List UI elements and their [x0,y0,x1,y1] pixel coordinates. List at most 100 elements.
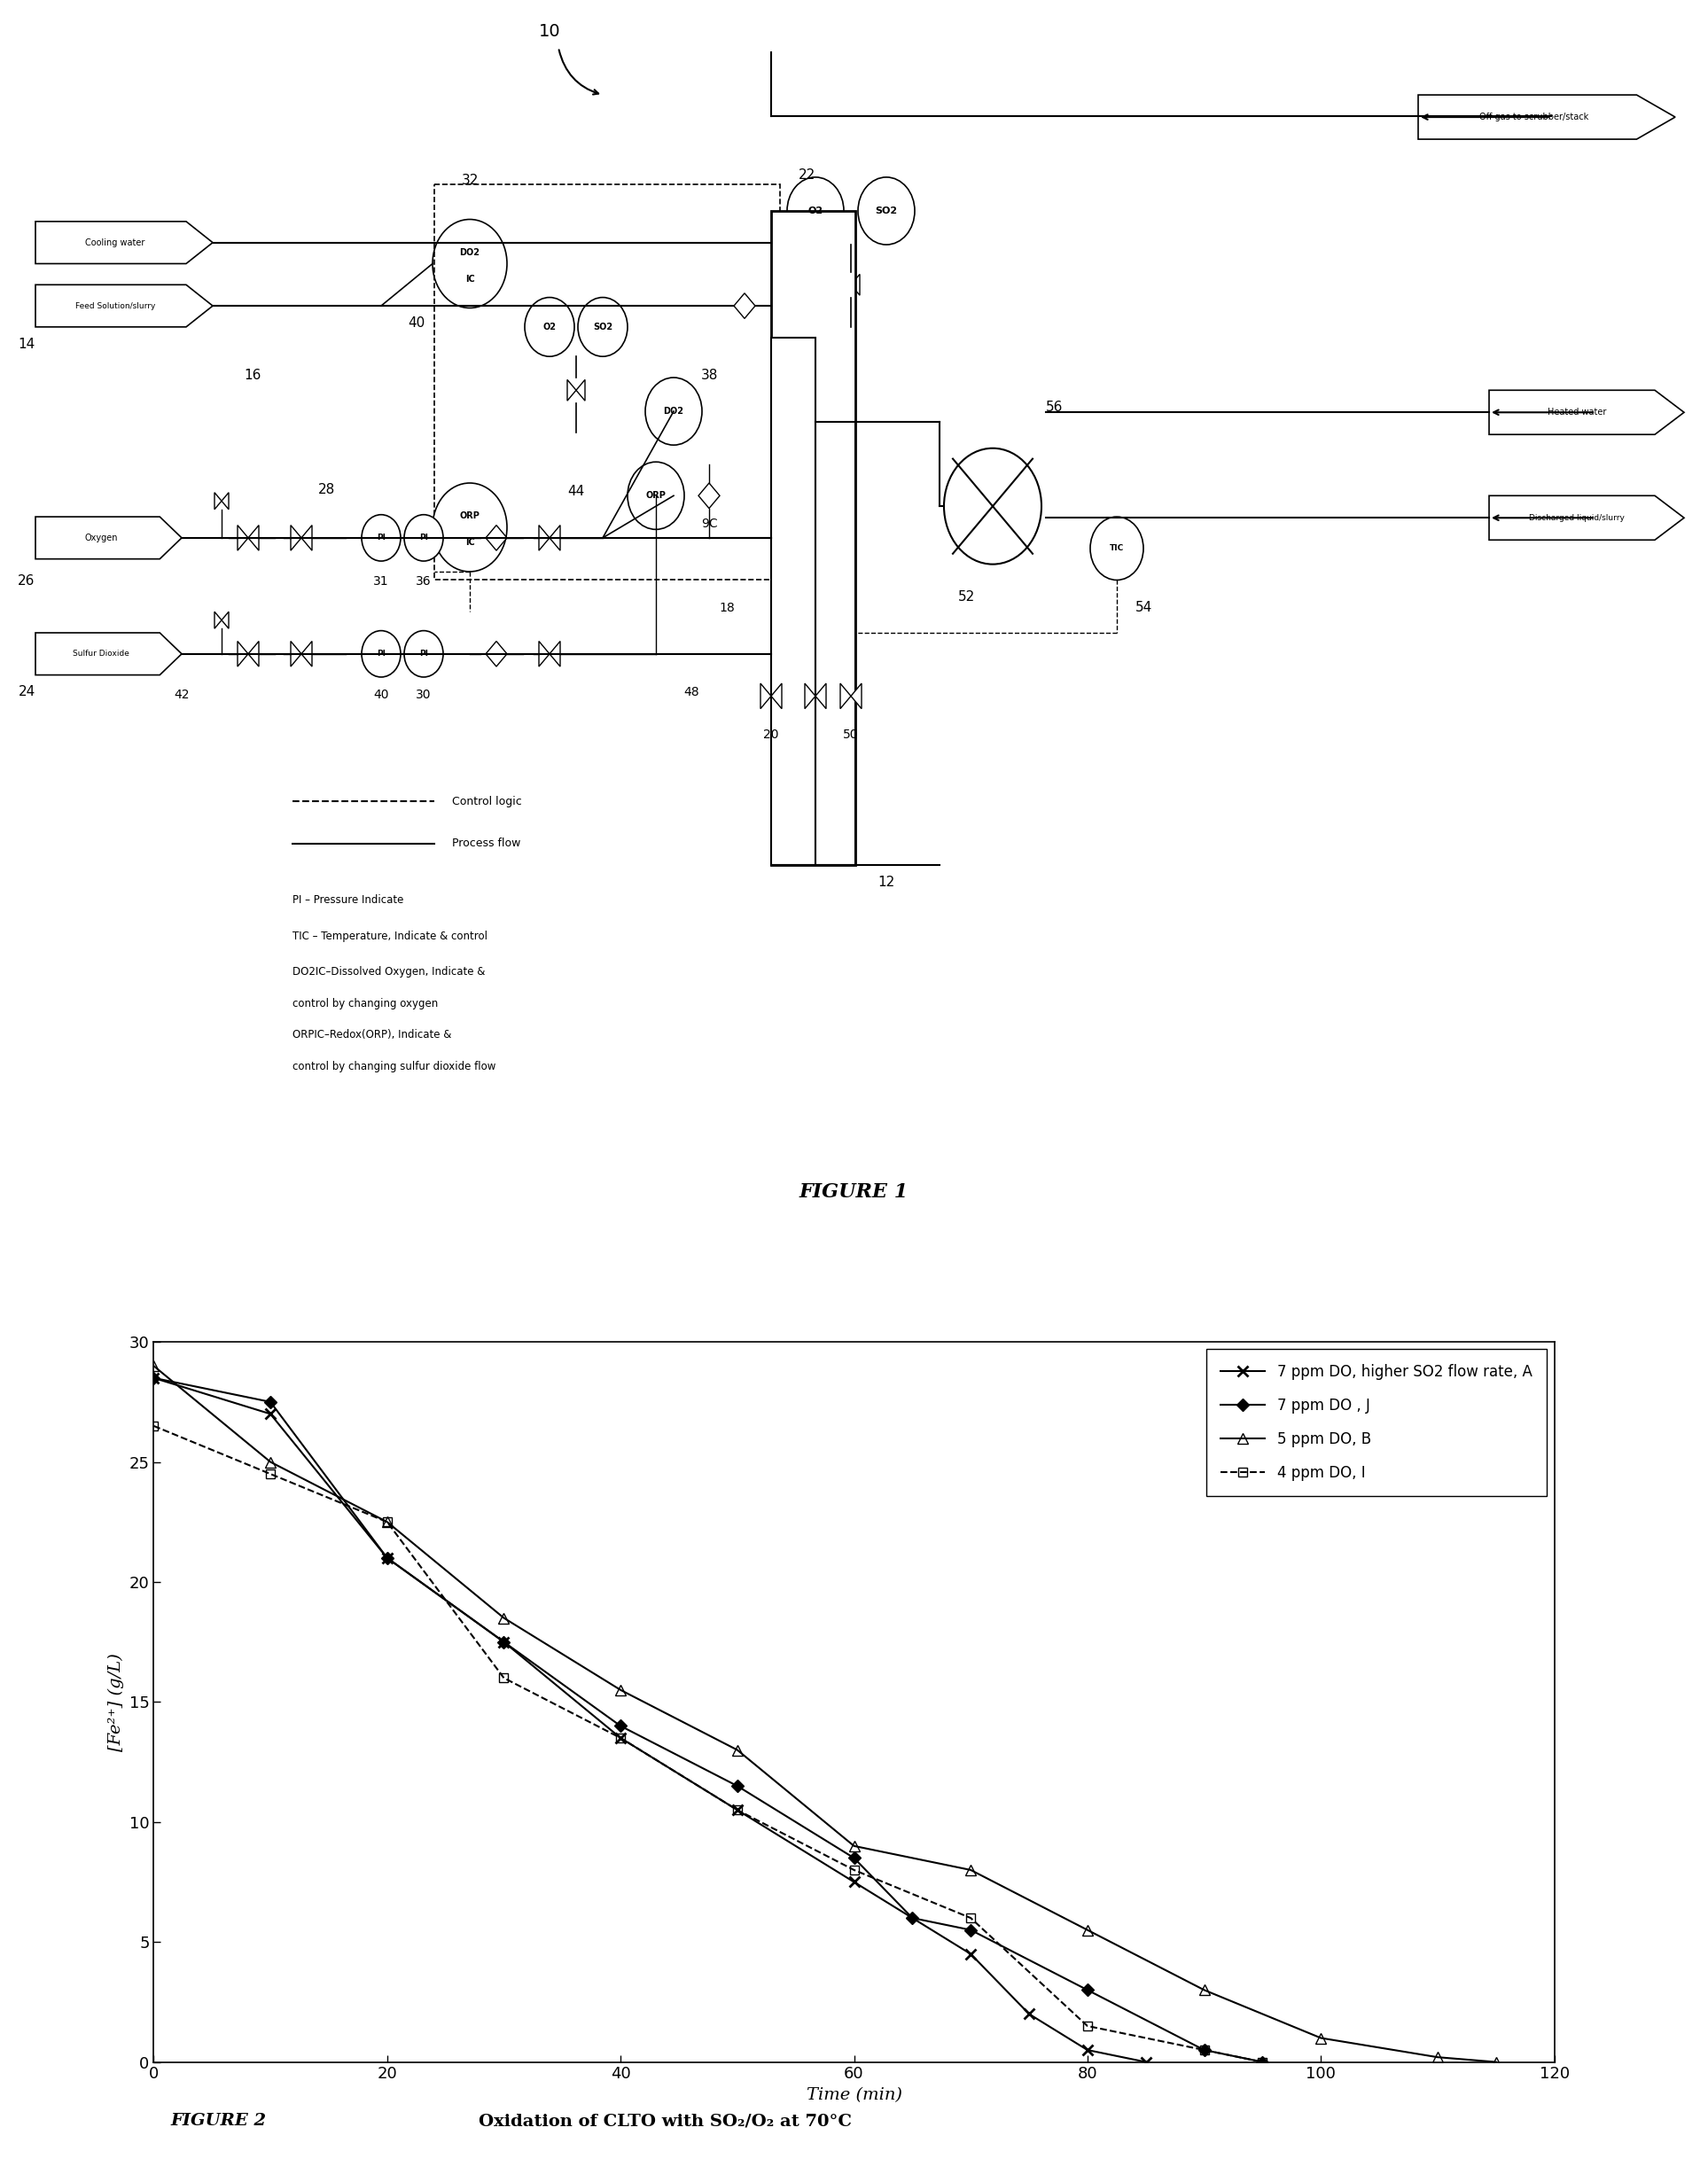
Polygon shape [215,611,222,628]
Text: Sulfur Dioxide: Sulfur Dioxide [73,650,130,657]
Circle shape [787,177,844,244]
Text: 32: 32 [461,175,478,188]
Polygon shape [215,493,222,508]
Circle shape [1090,517,1143,580]
5 ppm DO, B [1310,2025,1331,2051]
Polygon shape [770,683,782,709]
Text: Heated water: Heated water [1547,408,1606,417]
Text: 28: 28 [318,482,335,495]
Text: DO2: DO2 [459,249,480,257]
Text: PI – Pressure Indicate: PI – Pressure Indicate [292,895,403,906]
Text: Discharged liquid/slurry: Discharged liquid/slurry [1529,513,1624,521]
4 ppm DO, I [260,1462,280,1488]
Polygon shape [840,683,851,709]
Polygon shape [36,517,181,559]
Polygon shape [36,286,214,327]
Polygon shape [540,642,550,666]
Circle shape [362,515,401,561]
Circle shape [405,631,442,676]
Bar [770,338,815,864]
Polygon shape [1489,495,1684,539]
Circle shape [627,463,685,530]
7 ppm DO , J [143,1366,164,1392]
Y-axis label: [Fe²⁺] (g/L): [Fe²⁺] (g/L) [108,1652,125,1752]
5 ppm DO, B [494,1606,514,1632]
Circle shape [945,447,1042,565]
Text: Oxygen: Oxygen [85,532,118,543]
Text: 36: 36 [415,576,432,587]
Text: DO2IC–Dissolved Oxygen, Indicate &: DO2IC–Dissolved Oxygen, Indicate & [292,967,485,978]
5 ppm DO, B [960,1857,980,1883]
Text: TIC – Temperature, Indicate & control: TIC – Temperature, Indicate & control [292,930,487,943]
Text: control by changing sulfur dioxide flow: control by changing sulfur dioxide flow [292,1060,495,1074]
Text: SO2: SO2 [593,323,613,332]
Polygon shape [237,642,248,666]
Circle shape [405,515,442,561]
5 ppm DO, B [1078,1918,1098,1944]
Polygon shape [760,683,770,709]
7 ppm DO, higher SO2 flow rate, A [1078,2038,1098,2064]
Text: 22: 22 [798,168,815,181]
Text: 42: 42 [174,687,190,700]
Polygon shape [301,526,313,550]
Text: DO2: DO2 [663,406,683,417]
Polygon shape [301,642,313,666]
Text: Oxidation of CLTO with SO₂/O₂ at 70°C: Oxidation of CLTO with SO₂/O₂ at 70°C [478,2112,851,2130]
7 ppm DO, higher SO2 flow rate, A [377,1545,398,1571]
5 ppm DO, B [1428,2045,1448,2071]
Text: 52: 52 [958,591,975,604]
Polygon shape [1489,391,1684,434]
7 ppm DO , J [728,1772,748,1798]
5 ppm DO, B [728,1737,748,1763]
Polygon shape [550,642,560,666]
4 ppm DO, I [960,1905,980,1931]
Line: 5 ppm DO, B: 5 ppm DO, B [149,1362,1501,2066]
Polygon shape [248,642,260,666]
7 ppm DO , J [960,1918,980,1944]
Text: O2: O2 [808,207,823,216]
Polygon shape [851,683,861,709]
Text: 48: 48 [683,687,699,698]
Text: O2: O2 [543,323,557,332]
5 ppm DO, B [143,1353,164,1379]
7 ppm DO, higher SO2 flow rate, A [1136,2049,1156,2075]
7 ppm DO, higher SO2 flow rate, A [260,1401,280,1427]
Text: PI: PI [377,650,386,657]
4 ppm DO, I [728,1798,748,1824]
7 ppm DO , J [377,1545,398,1571]
Polygon shape [567,380,576,401]
Text: 12: 12 [878,875,895,888]
7 ppm DO , J [494,1628,514,1654]
Text: SO2: SO2 [874,207,897,216]
7 ppm DO, higher SO2 flow rate, A [143,1366,164,1392]
7 ppm DO , J [1078,1977,1098,2003]
Text: 44: 44 [567,484,584,497]
Polygon shape [815,683,827,709]
Text: 14: 14 [19,338,36,351]
Polygon shape [290,642,301,666]
Polygon shape [734,292,755,319]
Text: PI: PI [418,535,429,541]
Text: 38: 38 [700,369,717,382]
Text: 50: 50 [844,729,859,742]
Text: ORP: ORP [459,513,480,521]
Text: 31: 31 [374,576,389,587]
5 ppm DO, B [844,1833,864,1859]
Polygon shape [222,493,229,508]
Polygon shape [485,526,507,550]
Polygon shape [576,380,586,401]
4 ppm DO, I [1078,2012,1098,2038]
Circle shape [362,631,401,676]
Circle shape [577,297,627,356]
Text: Feed Solution/slurry: Feed Solution/slurry [75,301,155,310]
4 ppm DO, I [494,1665,514,1691]
Bar [815,421,856,864]
7 ppm DO, higher SO2 flow rate, A [494,1628,514,1654]
Text: ORPIC–Redox(ORP), Indicate &: ORPIC–Redox(ORP), Indicate & [292,1030,451,1041]
Text: 56: 56 [1047,401,1064,415]
Text: 16: 16 [244,369,261,382]
Text: IC: IC [465,275,475,284]
7 ppm DO , J [1252,2049,1272,2075]
Bar [770,212,856,864]
Polygon shape [1418,96,1676,140]
